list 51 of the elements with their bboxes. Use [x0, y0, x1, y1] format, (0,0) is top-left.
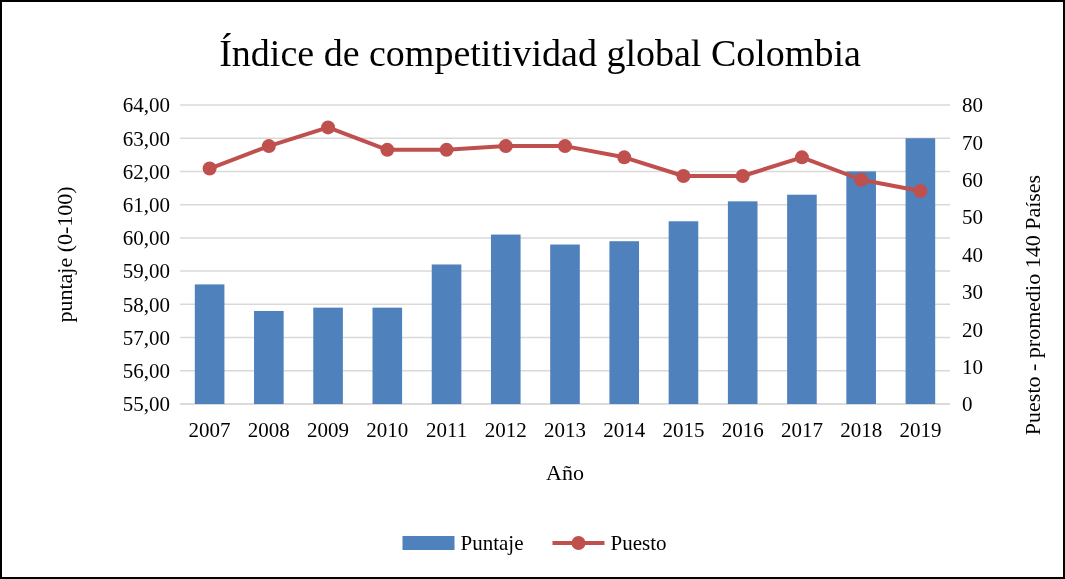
y-tick-label: 55,00: [122, 392, 170, 417]
y2-tick-label: 50: [962, 205, 983, 230]
point: [854, 172, 869, 187]
chart-title: Índice de competitividad global Colombia: [219, 32, 861, 74]
x-tick-label: 2009: [307, 418, 350, 442]
y2-tick-label: 20: [962, 317, 983, 342]
point: [794, 150, 809, 165]
legend-label: Puntaje: [460, 531, 524, 556]
x-tick-label: 2013: [544, 418, 586, 442]
point: [676, 169, 691, 184]
y-tick-label: 62,00: [122, 159, 170, 184]
y-tick-label: 64,00: [122, 93, 170, 118]
point: [439, 142, 454, 157]
point: [380, 142, 395, 157]
y-axis-title: puntaje (0-100): [52, 186, 77, 323]
x-tick-label: 2015: [662, 418, 705, 442]
y-tick-label: 59,00: [122, 259, 170, 284]
y2-tick-label: 30: [962, 280, 983, 305]
point: [735, 169, 750, 184]
y-tick-label: 63,00: [122, 126, 170, 151]
point: [321, 120, 336, 135]
y2-tick-label: 70: [962, 130, 983, 155]
x-tick-label: 2016: [721, 418, 764, 442]
y-tick-label: 61,00: [122, 193, 170, 218]
x-axis-title: Año: [546, 460, 584, 485]
point: [558, 139, 572, 154]
x-tick-label: 2018: [840, 418, 883, 442]
y2-tick-label: 40: [962, 242, 983, 267]
point: [913, 183, 928, 198]
x-tick-label: 2008: [247, 418, 290, 442]
y2-tick-label: 60: [962, 168, 983, 193]
y2-tick-label: 10: [962, 354, 983, 379]
y2-tick-label: 0: [962, 392, 973, 417]
x-tick-label: 2010: [366, 418, 409, 442]
y-tick-label: 58,00: [122, 292, 170, 317]
x-tick-label: 2012: [484, 418, 527, 442]
x-tick-label: 2019: [899, 418, 942, 442]
x-tick-label: 2014: [603, 418, 646, 442]
y-tick-label: 57,00: [122, 325, 170, 350]
point: [202, 161, 217, 176]
point: [498, 139, 513, 154]
legend-label: Puesto: [610, 531, 667, 556]
point: [261, 139, 276, 154]
y-tick-label: 56,00: [122, 359, 170, 384]
x-tick-label: 2017: [780, 418, 823, 442]
y-tick-label: 60,00: [122, 226, 170, 251]
y2-axis-title: Puesto - promedio 140 Países: [1020, 174, 1045, 436]
point: [617, 150, 632, 165]
x-tick-label: 2007: [188, 418, 231, 442]
x-tick-label: 2011: [425, 418, 468, 442]
y2-tick-label: 80: [962, 93, 983, 118]
